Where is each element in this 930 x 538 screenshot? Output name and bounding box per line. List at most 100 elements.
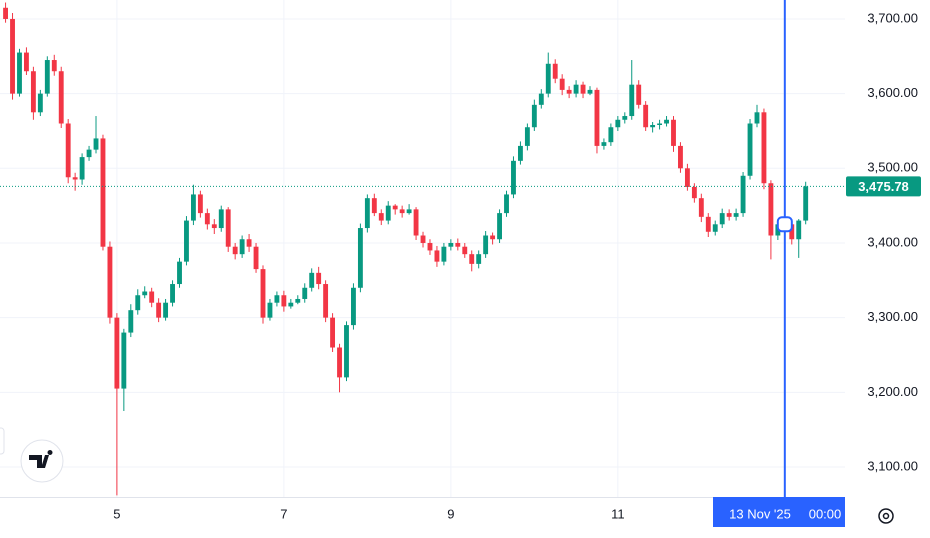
candle-body xyxy=(524,127,530,146)
y-tick-label: 3,100.00 xyxy=(867,458,918,473)
candle-body xyxy=(156,302,162,318)
candle-body xyxy=(274,295,280,303)
x-tick-label: 7 xyxy=(280,506,287,521)
candle-body xyxy=(86,149,92,158)
candle-body xyxy=(531,104,537,128)
candle-body xyxy=(72,177,78,180)
candle-body xyxy=(476,254,482,264)
candle-body xyxy=(803,186,809,221)
candle-body xyxy=(615,119,621,128)
candle-body xyxy=(30,71,36,113)
candle-body xyxy=(302,287,308,299)
candle-body xyxy=(364,198,370,229)
candle-body xyxy=(469,254,475,264)
candle-body xyxy=(671,119,676,146)
y-tick-label: 3,700.00 xyxy=(867,10,918,25)
y-tick-label: 3,600.00 xyxy=(867,85,918,100)
candle-body xyxy=(323,284,329,318)
candle-body xyxy=(37,93,43,113)
candle-body xyxy=(246,239,252,247)
crosshair-time-box xyxy=(713,497,845,527)
candle-body xyxy=(211,224,217,229)
candle-body xyxy=(17,52,22,94)
settings-icon[interactable] xyxy=(878,508,894,524)
candle-body xyxy=(344,325,349,378)
candle-body xyxy=(267,302,273,318)
candle-body xyxy=(545,63,551,94)
candle-body xyxy=(385,205,391,221)
candle-body xyxy=(587,89,593,94)
candle-body xyxy=(170,284,175,303)
crosshair-time-label: 00:00 xyxy=(809,506,842,521)
candle-body xyxy=(218,209,224,229)
candle-body xyxy=(643,104,649,128)
settings-icon-center[interactable] xyxy=(882,512,890,520)
candle-body xyxy=(678,145,683,169)
candle-body xyxy=(3,7,9,19)
candle-body xyxy=(204,213,210,225)
y-tick-label: 3,500.00 xyxy=(867,160,918,175)
candle-body xyxy=(664,119,669,124)
candle-body xyxy=(239,239,245,255)
candle-body xyxy=(316,272,322,285)
candle-body xyxy=(511,160,516,195)
x-tick-label: 11 xyxy=(611,506,625,521)
candle-body xyxy=(427,242,433,251)
candle-body xyxy=(448,242,454,247)
candle-body xyxy=(107,246,113,318)
candle-body xyxy=(337,347,342,378)
candle-body xyxy=(559,78,565,90)
candle-body xyxy=(413,209,419,236)
candle-body xyxy=(705,216,711,232)
y-tick-label: 3,400.00 xyxy=(867,234,918,249)
side-handle[interactable] xyxy=(0,427,5,455)
settings-button[interactable] xyxy=(878,508,894,524)
candle-body xyxy=(636,84,642,105)
candle-body xyxy=(698,198,704,217)
candle-body xyxy=(420,235,426,243)
candle-body xyxy=(462,246,468,255)
candle-body xyxy=(51,60,57,72)
candle-body xyxy=(288,302,294,307)
candle-body xyxy=(594,89,600,146)
candle-body xyxy=(712,224,718,232)
candle-body xyxy=(497,213,502,240)
candle-body xyxy=(121,332,127,389)
candle-body xyxy=(399,209,405,214)
candle-body xyxy=(650,124,656,128)
candle-body xyxy=(434,250,440,262)
y-tick-label: 3,200.00 xyxy=(867,384,918,399)
candle-body xyxy=(566,89,572,94)
logo-mark[interactable] xyxy=(29,449,53,468)
candle-body xyxy=(44,60,50,94)
candle-body xyxy=(580,84,586,94)
last-price-box xyxy=(846,176,921,197)
last-price-label: 3,475.78 xyxy=(858,179,909,194)
candle-body xyxy=(351,287,356,326)
candle-body xyxy=(504,194,509,214)
candle-body xyxy=(190,194,196,221)
candle-body xyxy=(733,213,739,217)
candle-body xyxy=(719,213,725,225)
logo[interactable] xyxy=(20,439,64,483)
candle-body xyxy=(441,246,447,262)
candle-body xyxy=(740,175,746,214)
candle-body xyxy=(371,198,377,214)
candle-body xyxy=(726,213,732,217)
candle-body xyxy=(768,183,774,236)
candle-body xyxy=(490,235,496,240)
candle-body xyxy=(177,261,182,285)
candle-body xyxy=(260,269,266,318)
candle-body xyxy=(573,84,579,94)
x-tick-label: 5 xyxy=(113,506,120,521)
candle-body xyxy=(761,112,767,184)
candle-body xyxy=(622,116,628,120)
candle-body xyxy=(657,123,663,125)
candle-body xyxy=(517,145,523,161)
y-tick-label: 3,300.00 xyxy=(867,309,918,324)
candle-body xyxy=(796,220,802,240)
candle-body xyxy=(24,52,29,72)
